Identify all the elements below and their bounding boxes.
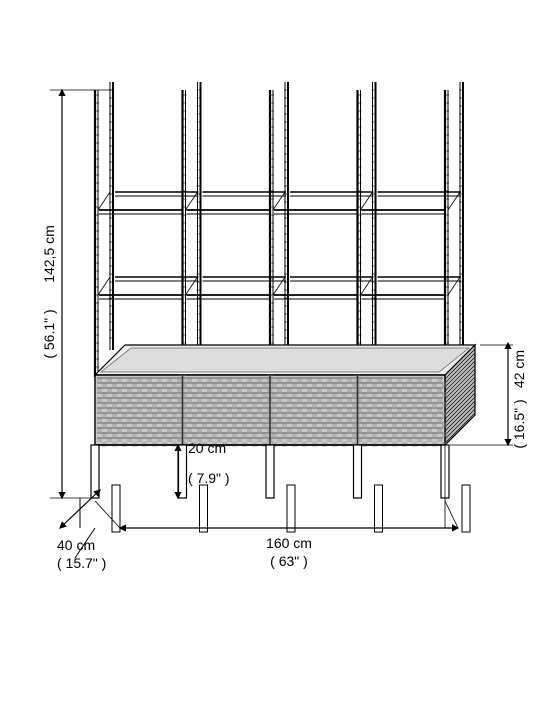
- svg-text:( 7.9" ): ( 7.9" ): [188, 470, 230, 486]
- svg-text:( 15.7" ): ( 15.7" ): [57, 555, 106, 571]
- svg-text:( 63" ): ( 63" ): [270, 553, 308, 569]
- svg-text:( 16.5" ): ( 16.5" ): [511, 399, 527, 448]
- svg-text:20 cm: 20 cm: [188, 440, 226, 456]
- svg-text:160 cm: 160 cm: [266, 535, 312, 551]
- svg-text:40 cm: 40 cm: [57, 537, 95, 553]
- svg-text:42 cm: 42 cm: [511, 350, 527, 388]
- technical-drawing: 142,5 cm ( 56.1" ) 40 cm ( 15.7" ) 20 cm ( 7.…: [0, 0, 540, 720]
- svg-text:142,5 cm: 142,5 cm: [41, 225, 57, 283]
- svg-text:( 56.1" ): ( 56.1" ): [41, 309, 57, 358]
